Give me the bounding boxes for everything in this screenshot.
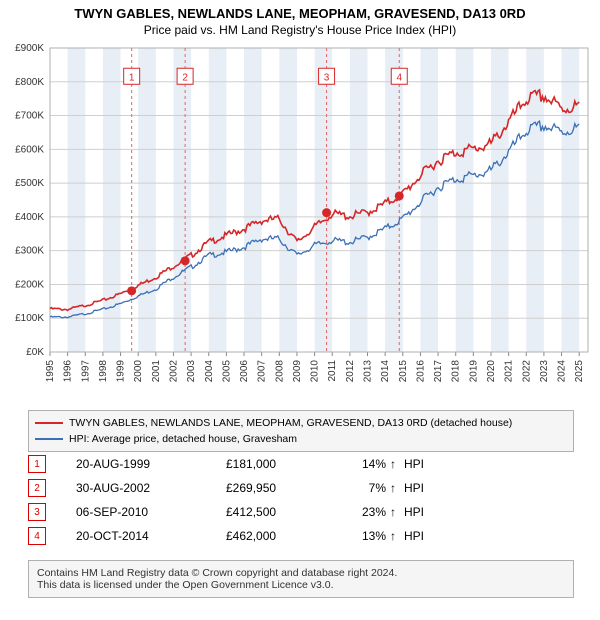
sale-marker-badge: 1	[28, 455, 46, 473]
table-row: 4 20-OCT-2014 £462,000 13% ↑ HPI	[28, 524, 574, 548]
legend-label: HPI: Average price, detached house, Grav…	[69, 433, 297, 445]
svg-text:£800K: £800K	[15, 77, 44, 88]
hpi-label: HPI	[404, 529, 434, 543]
price-chart: £0K £100K £200K £300K £400K £500K £600K £700K £8…	[0, 42, 600, 402]
sale-pct: 23%	[336, 505, 386, 519]
svg-text:3: 3	[324, 72, 330, 83]
legend-item: TWYN GABLES, NEWLANDS LANE, MEOPHAM, GRA…	[35, 415, 567, 431]
svg-text:2008: 2008	[274, 360, 285, 383]
up-arrow-icon: ↑	[390, 505, 404, 519]
svg-text:£700K: £700K	[15, 111, 44, 122]
svg-text:2003: 2003	[186, 360, 197, 383]
table-row: 2 30-AUG-2002 £269,950 7% ↑ HPI	[28, 476, 574, 500]
svg-text:2012: 2012	[345, 360, 356, 383]
sale-pct: 14%	[336, 457, 386, 471]
sale-date: 20-AUG-1999	[76, 457, 226, 471]
sale-pct: 13%	[336, 529, 386, 543]
svg-text:2018: 2018	[451, 360, 462, 383]
sale-price: £462,000	[226, 529, 336, 543]
svg-text:2016: 2016	[415, 360, 426, 383]
sale-marker-badge: 3	[28, 503, 46, 521]
svg-text:2011: 2011	[327, 360, 338, 382]
svg-text:4: 4	[396, 72, 402, 83]
sale-price: £269,950	[226, 481, 336, 495]
svg-text:2: 2	[182, 72, 188, 83]
legend-swatch	[35, 438, 63, 440]
sale-date: 06-SEP-2010	[76, 505, 226, 519]
svg-text:2010: 2010	[310, 360, 321, 383]
page-subtitle: Price paid vs. HM Land Registry's House …	[0, 21, 600, 41]
table-row: 3 06-SEP-2010 £412,500 23% ↑ HPI	[28, 500, 574, 524]
svg-text:2000: 2000	[133, 360, 144, 383]
svg-text:2017: 2017	[433, 360, 444, 383]
sale-price: £412,500	[226, 505, 336, 519]
svg-text:2013: 2013	[363, 360, 374, 383]
up-arrow-icon: ↑	[390, 457, 404, 471]
svg-text:2005: 2005	[221, 360, 232, 383]
svg-text:£200K: £200K	[15, 279, 44, 290]
hpi-label: HPI	[404, 457, 434, 471]
chart-legend: TWYN GABLES, NEWLANDS LANE, MEOPHAM, GRA…	[28, 410, 574, 452]
sale-pct: 7%	[336, 481, 386, 495]
svg-text:£600K: £600K	[15, 144, 44, 155]
svg-text:1999: 1999	[116, 360, 127, 383]
up-arrow-icon: ↑	[390, 529, 404, 543]
up-arrow-icon: ↑	[390, 481, 404, 495]
hpi-label: HPI	[404, 505, 434, 519]
svg-text:2002: 2002	[168, 360, 179, 383]
svg-text:£400K: £400K	[15, 212, 44, 223]
svg-text:2023: 2023	[539, 360, 550, 383]
svg-text:£100K: £100K	[15, 313, 44, 324]
sale-date: 20-OCT-2014	[76, 529, 226, 543]
svg-text:2014: 2014	[380, 360, 391, 383]
page-title: TWYN GABLES, NEWLANDS LANE, MEOPHAM, GRA…	[0, 0, 600, 21]
svg-text:2025: 2025	[574, 360, 585, 383]
svg-text:2021: 2021	[504, 360, 515, 383]
table-row: 1 20-AUG-1999 £181,000 14% ↑ HPI	[28, 452, 574, 476]
sale-price: £181,000	[226, 457, 336, 471]
svg-text:£0K: £0K	[26, 347, 44, 358]
svg-text:2007: 2007	[257, 360, 268, 383]
sale-date: 30-AUG-2002	[76, 481, 226, 495]
svg-text:1998: 1998	[98, 360, 109, 383]
svg-text:2001: 2001	[151, 360, 162, 383]
attribution-footer: Contains HM Land Registry data © Crown c…	[28, 560, 574, 598]
svg-text:2022: 2022	[521, 360, 532, 383]
svg-text:1: 1	[129, 72, 135, 83]
svg-text:2024: 2024	[557, 360, 568, 383]
hpi-label: HPI	[404, 481, 434, 495]
footer-line: This data is licensed under the Open Gov…	[37, 579, 565, 591]
svg-text:£300K: £300K	[15, 246, 44, 257]
svg-text:2009: 2009	[292, 360, 303, 383]
svg-text:£500K: £500K	[15, 178, 44, 189]
svg-text:2015: 2015	[398, 360, 409, 383]
sales-table: 1 20-AUG-1999 £181,000 14% ↑ HPI 2 30-AU…	[28, 452, 574, 548]
svg-text:2020: 2020	[486, 360, 497, 383]
sale-marker-badge: 2	[28, 479, 46, 497]
svg-text:2019: 2019	[468, 360, 479, 383]
svg-text:£900K: £900K	[15, 43, 44, 54]
svg-text:1995: 1995	[45, 360, 56, 383]
svg-text:2006: 2006	[239, 360, 250, 383]
svg-text:1997: 1997	[80, 360, 91, 383]
legend-swatch	[35, 422, 63, 424]
svg-text:2004: 2004	[204, 360, 215, 383]
footer-line: Contains HM Land Registry data © Crown c…	[37, 567, 565, 579]
legend-label: TWYN GABLES, NEWLANDS LANE, MEOPHAM, GRA…	[69, 417, 512, 429]
legend-item: HPI: Average price, detached house, Grav…	[35, 431, 567, 447]
sale-marker-badge: 4	[28, 527, 46, 545]
svg-text:1996: 1996	[63, 360, 74, 383]
